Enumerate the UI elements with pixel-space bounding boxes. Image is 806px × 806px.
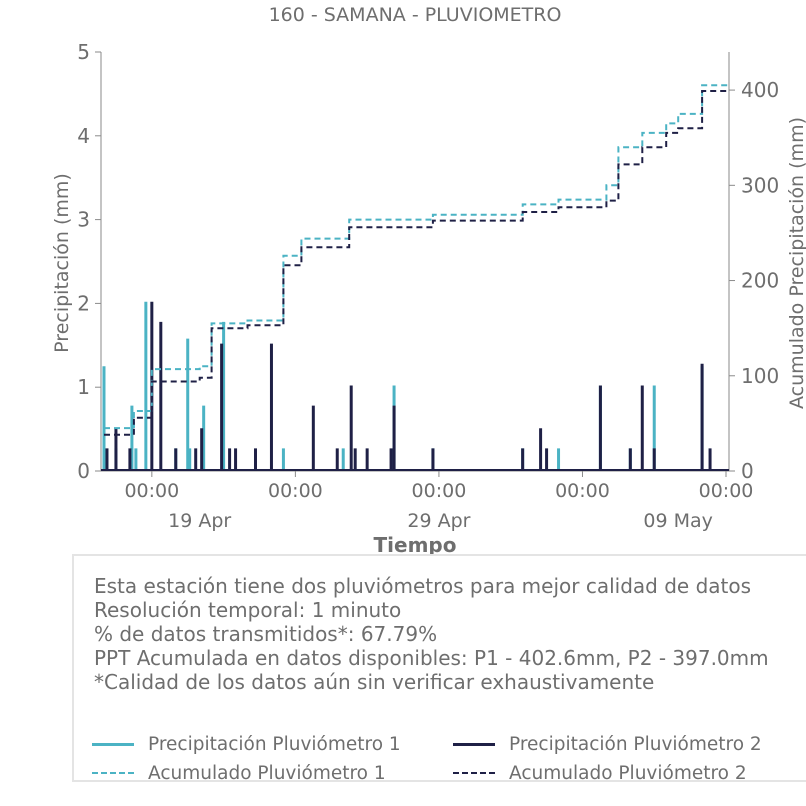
legend-item-acum1: Acumulado Pluviómetro 1 bbox=[92, 759, 386, 787]
legend-item-acum2: Acumulado Pluviómetro 2 bbox=[453, 759, 747, 787]
rainfall-chart: 160 - SAMANA - PLUVIOMETRO 0 1 2 3 4 5 0 100 200… bbox=[51, 4, 806, 557]
cumulative-line bbox=[104, 84, 729, 430]
legend-swatch bbox=[453, 742, 495, 746]
legend-label: Precipitación Pluviómetro 2 bbox=[509, 733, 762, 755]
x-tick-label: 00:00 bbox=[555, 480, 610, 502]
legend-item-p2: Precipitación Pluviómetro 2 bbox=[453, 730, 762, 758]
cumulative-line bbox=[104, 90, 729, 436]
y2-tick-label: 100 bbox=[741, 364, 779, 388]
y-axis-label: Precipitación (mm) bbox=[51, 173, 73, 353]
legend-swatch bbox=[92, 742, 134, 746]
legend-label: Acumulado Pluviómetro 2 bbox=[509, 762, 747, 784]
x-tick-label: 00:00 bbox=[699, 480, 754, 502]
y-tick-label: 2 bbox=[77, 291, 90, 315]
y-tick-label: 3 bbox=[77, 208, 90, 232]
x-tick-label: 00:00 bbox=[124, 480, 179, 502]
info-panel: Esta estación tiene dos pluviómetros par… bbox=[72, 554, 806, 784]
y2-tick-label: 400 bbox=[741, 78, 779, 102]
x-major-tick-label: 19 Apr bbox=[168, 510, 231, 532]
y2-tick-label: 0 bbox=[741, 459, 754, 483]
y-tick-label: 5 bbox=[77, 40, 90, 64]
info-line: Esta estación tiene dos pluviómetros par… bbox=[94, 574, 752, 598]
x-tick-label: 00:00 bbox=[412, 480, 467, 502]
legend-swatch bbox=[453, 772, 495, 774]
info-line: *Calidad de los datos aún sin verificar … bbox=[94, 670, 655, 694]
chart-title: 160 - SAMANA - PLUVIOMETRO bbox=[269, 4, 562, 26]
info-text: Esta estación tiene dos pluviómetros par… bbox=[94, 574, 769, 694]
x-axis-label: Tiempo bbox=[374, 533, 457, 557]
y-tick-label: 4 bbox=[77, 124, 90, 148]
legend-label: Acumulado Pluviómetro 1 bbox=[148, 762, 386, 784]
legend-swatch bbox=[92, 772, 134, 774]
x-major-tick-label: 29 Apr bbox=[407, 510, 470, 532]
info-line: Resolución temporal: 1 minuto bbox=[94, 598, 402, 622]
y-tick-label: 1 bbox=[77, 375, 90, 399]
info-line: PPT Acumulada en datos disponibles: P1 -… bbox=[94, 646, 769, 670]
y-tick-label: 0 bbox=[77, 459, 90, 483]
legend-label: Precipitación Pluviómetro 1 bbox=[148, 733, 401, 755]
legend-item-p1: Precipitación Pluviómetro 1 bbox=[92, 730, 401, 758]
y2-tick-label: 200 bbox=[741, 269, 779, 293]
y2-tick-label: 300 bbox=[741, 173, 779, 197]
info-line: % de datos transmitidos*: 67.79% bbox=[94, 622, 438, 646]
x-tick-label: 00:00 bbox=[268, 480, 323, 502]
y2-axis-label: Acumulado Precipitación (mm) bbox=[786, 117, 806, 409]
x-major-tick-label: 09 May bbox=[643, 510, 713, 532]
